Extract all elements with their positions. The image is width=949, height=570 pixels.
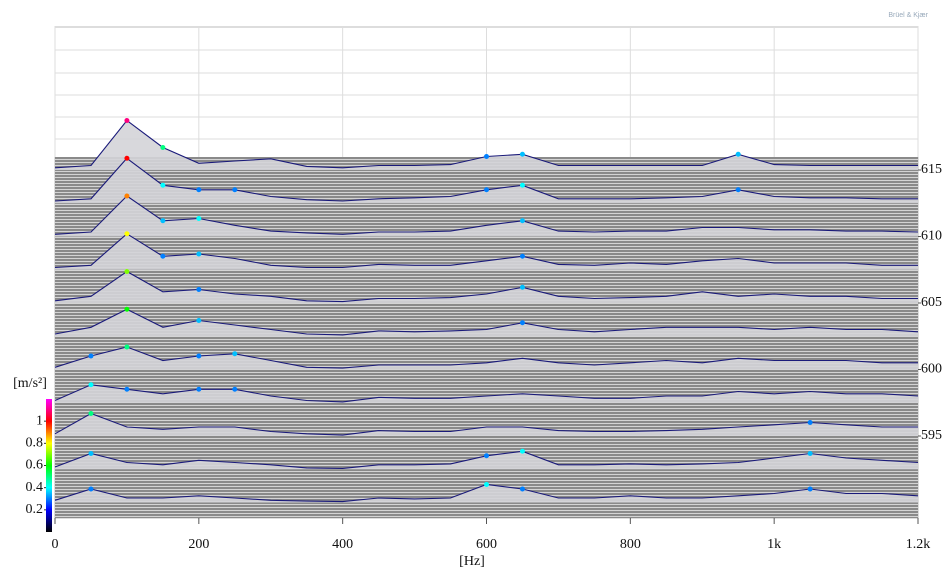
peak-marker bbox=[124, 231, 130, 237]
peak-marker bbox=[807, 451, 813, 456]
x-tick-label: 400 bbox=[332, 537, 353, 552]
peak-marker bbox=[124, 269, 130, 274]
colorbar-tick-label: 0.2 bbox=[26, 502, 44, 517]
trace-shade bbox=[55, 271, 918, 303]
peak-marker bbox=[124, 386, 130, 392]
peak-marker bbox=[484, 482, 489, 487]
peak-marker bbox=[88, 486, 94, 492]
peak-marker bbox=[519, 253, 525, 259]
z-tick-label: 610 bbox=[921, 229, 942, 244]
peak-marker bbox=[88, 353, 94, 359]
x-tick-label: 1.2k bbox=[906, 537, 931, 552]
colorbar-tick-label: 0.6 bbox=[26, 458, 44, 473]
peak-marker bbox=[124, 155, 130, 161]
peak-marker bbox=[519, 218, 525, 224]
trace-shade bbox=[55, 158, 918, 204]
x-tick-label: 0 bbox=[52, 537, 59, 552]
peak-marker bbox=[807, 420, 813, 425]
peak-marker bbox=[196, 251, 202, 257]
x-tick-label: 1k bbox=[767, 537, 781, 552]
peak-marker bbox=[160, 253, 166, 259]
trace-shade bbox=[55, 451, 918, 470]
peak-marker bbox=[519, 486, 525, 492]
trace-shade bbox=[55, 384, 918, 403]
peak-marker bbox=[196, 353, 202, 359]
x-tick-label: 800 bbox=[620, 537, 641, 552]
peak-marker bbox=[160, 182, 166, 188]
peak-marker bbox=[519, 151, 525, 157]
x-tick-label: 200 bbox=[188, 537, 209, 552]
peak-marker bbox=[196, 386, 202, 392]
peak-marker bbox=[160, 218, 166, 224]
peak-marker bbox=[735, 151, 741, 157]
peak-marker bbox=[124, 193, 130, 199]
z-tick-label: 605 bbox=[921, 295, 942, 310]
peak-marker bbox=[196, 216, 202, 221]
peak-marker bbox=[735, 187, 741, 193]
peak-marker bbox=[519, 284, 525, 290]
colorbar-label: [m/s²] bbox=[13, 376, 47, 391]
trace-shade bbox=[55, 347, 918, 370]
peak-marker bbox=[124, 118, 130, 123]
peak-marker bbox=[519, 448, 525, 454]
colorbar-tick-label: 1 bbox=[36, 413, 43, 428]
peak-marker bbox=[160, 145, 166, 150]
trace-shade bbox=[55, 413, 918, 436]
trace-shade bbox=[55, 196, 918, 237]
peak-marker bbox=[232, 187, 238, 193]
peak-marker bbox=[519, 320, 525, 326]
peak-marker bbox=[484, 154, 489, 159]
peak-marker bbox=[124, 344, 130, 350]
peak-marker bbox=[196, 187, 202, 193]
x-tick-label: 600 bbox=[476, 537, 497, 552]
peak-marker bbox=[484, 187, 489, 193]
z-tick-label: 595 bbox=[921, 428, 942, 443]
peak-marker bbox=[232, 386, 238, 392]
z-tick-label: 615 bbox=[921, 162, 942, 177]
peak-marker bbox=[484, 453, 489, 459]
peak-marker bbox=[124, 306, 130, 312]
peak-marker bbox=[807, 486, 813, 492]
colorbar-tick-label: 0.8 bbox=[26, 436, 44, 451]
peak-marker bbox=[196, 287, 202, 292]
peak-marker bbox=[232, 351, 238, 357]
trace-shade bbox=[55, 233, 918, 270]
peak-marker bbox=[196, 318, 202, 323]
z-tick-label: 600 bbox=[921, 362, 942, 377]
peak-marker bbox=[88, 451, 94, 456]
colorbar bbox=[46, 399, 52, 532]
trace-line bbox=[54, 412, 918, 436]
trace-shade bbox=[55, 120, 918, 170]
brand: Brüel & Kjær bbox=[888, 12, 928, 19]
peak-marker bbox=[519, 182, 525, 188]
peak-marker bbox=[88, 382, 94, 388]
x-axis-label: [Hz] bbox=[459, 554, 485, 569]
peak-marker bbox=[88, 411, 94, 416]
colorbar-tick-label: 0.4 bbox=[26, 480, 44, 495]
